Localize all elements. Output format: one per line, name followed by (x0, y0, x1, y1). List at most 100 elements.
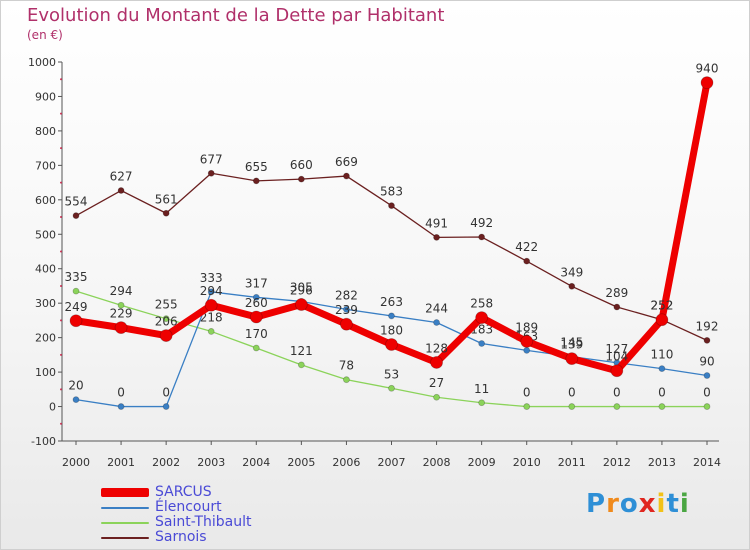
y-tick-label: 300 (35, 297, 56, 310)
data-label-elencourt: 333 (200, 271, 223, 285)
y-tick-label: 0 (49, 401, 56, 414)
data-label-sarcus: 296 (290, 284, 313, 298)
legend-item-elencourt: Élencourt (101, 500, 252, 515)
data-point-sarcus (249, 310, 263, 324)
x-tick-label: 2014 (693, 456, 721, 469)
data-point-elencourt (162, 403, 170, 410)
data-label-sarnois: 655 (245, 160, 268, 174)
data-point-saint-thibault (478, 399, 486, 407)
y-minor-tick (60, 250, 62, 253)
x-tick-label: 2009 (468, 456, 496, 469)
data-point-sarcus (114, 321, 128, 335)
data-label-elencourt: 282 (335, 288, 358, 302)
x-tick-label: 2010 (513, 456, 541, 469)
chart-unit-label: (en €) (27, 28, 63, 42)
data-point-saint-thibault (703, 403, 711, 410)
data-label-saint-thibault: 27 (429, 376, 444, 390)
legend-item-sarcus: SARCUS (101, 485, 252, 500)
data-point-sarnois (343, 172, 350, 180)
data-point-sarnois (568, 282, 576, 290)
data-point-sarcus (69, 314, 83, 328)
data-label-sarnois: 192 (696, 319, 719, 333)
x-tick-label: 2000 (62, 456, 90, 469)
logo-letter: i (656, 489, 667, 519)
y-minor-tick (60, 284, 62, 287)
data-label-sarnois: 669 (335, 155, 358, 169)
y-minor-tick (60, 353, 62, 356)
data-label-saint-thibault: 0 (613, 386, 621, 400)
data-point-sarnois (613, 303, 621, 311)
data-point-saint-thibault (568, 403, 576, 410)
data-label-saint-thibault: 78 (339, 359, 354, 373)
data-point-sarcus (294, 298, 308, 311)
data-point-elencourt (433, 319, 440, 326)
y-minor-tick (60, 78, 62, 81)
data-label-elencourt: 0 (162, 386, 170, 400)
proxiti-logo: Proxiti (586, 489, 690, 519)
y-minor-tick (60, 422, 62, 425)
data-label-sarcus: 104 (605, 350, 628, 364)
y-minor-tick (60, 112, 62, 115)
data-label-elencourt: 127 (605, 342, 628, 356)
data-label-sarcus: 260 (245, 296, 268, 310)
y-tick-label: -100 (31, 435, 56, 448)
data-point-elencourt (343, 305, 350, 313)
data-point-sarcus (430, 356, 443, 369)
data-point-sarcus (655, 313, 669, 327)
data-point-elencourt (703, 372, 711, 379)
y-tick-label: 900 (35, 90, 56, 103)
data-point-saint-thibault (343, 376, 350, 384)
y-tick-label: 600 (35, 194, 56, 207)
data-label-sarnois: 561 (155, 192, 178, 206)
data-label-sarnois: 677 (200, 152, 223, 166)
y-tick-label: 700 (35, 159, 56, 172)
x-tick-label: 2004 (242, 456, 270, 469)
data-label-sarcus: 206 (155, 315, 178, 329)
data-label-saint-thibault: 294 (110, 284, 133, 298)
data-label-saint-thibault: 255 (155, 298, 178, 312)
data-point-saint-thibault (523, 403, 531, 410)
data-point-sarcus (565, 352, 579, 366)
data-label-sarnois: 349 (560, 265, 583, 279)
data-label-sarcus: 239 (335, 303, 358, 317)
data-point-sarnois (297, 175, 305, 183)
data-point-elencourt (388, 312, 395, 320)
data-point-sarcus (610, 364, 624, 378)
data-point-sarcus (520, 335, 534, 348)
x-tick-label: 2002 (152, 456, 180, 469)
data-point-sarnois (433, 233, 440, 241)
x-tick-label: 2003 (197, 456, 225, 469)
data-label-elencourt: 20 (68, 379, 83, 393)
chart-title: Evolution du Montant de la Dette par Hab… (27, 5, 445, 26)
logo-letter: t (666, 489, 680, 519)
data-point-saint-thibault (433, 393, 440, 401)
data-point-sarcus (475, 311, 489, 325)
y-tick-label: 100 (35, 366, 56, 379)
data-label-elencourt: 317 (245, 276, 268, 290)
legend-label: Sarnois (155, 529, 207, 545)
data-point-elencourt (117, 403, 125, 410)
data-label-sarnois: 627 (110, 170, 133, 184)
data-label-sarnois: 289 (605, 286, 628, 300)
x-tick-label: 2006 (332, 456, 360, 469)
x-tick-label: 2001 (107, 456, 135, 469)
data-point-sarnois (252, 177, 260, 185)
data-point-sarnois (117, 187, 125, 194)
data-point-sarnois (72, 212, 80, 220)
data-label-sarnois: 660 (290, 158, 313, 172)
data-label-elencourt: 305 (290, 280, 313, 294)
data-label-saint-thibault: 121 (290, 344, 313, 358)
data-point-sarnois (523, 257, 531, 265)
logo-letter: P (586, 489, 607, 519)
legend-label: Élencourt (155, 499, 222, 515)
data-point-saint-thibault (72, 287, 80, 295)
data-label-sarcus: 258 (470, 297, 493, 311)
x-tick-label: 2012 (603, 456, 631, 469)
data-label-saint-thibault: 170 (245, 327, 268, 341)
data-label-sarcus: 249 (65, 300, 88, 314)
data-point-sarnois (478, 233, 486, 241)
y-tick-label: 500 (35, 228, 56, 241)
legend-swatch (101, 521, 149, 524)
